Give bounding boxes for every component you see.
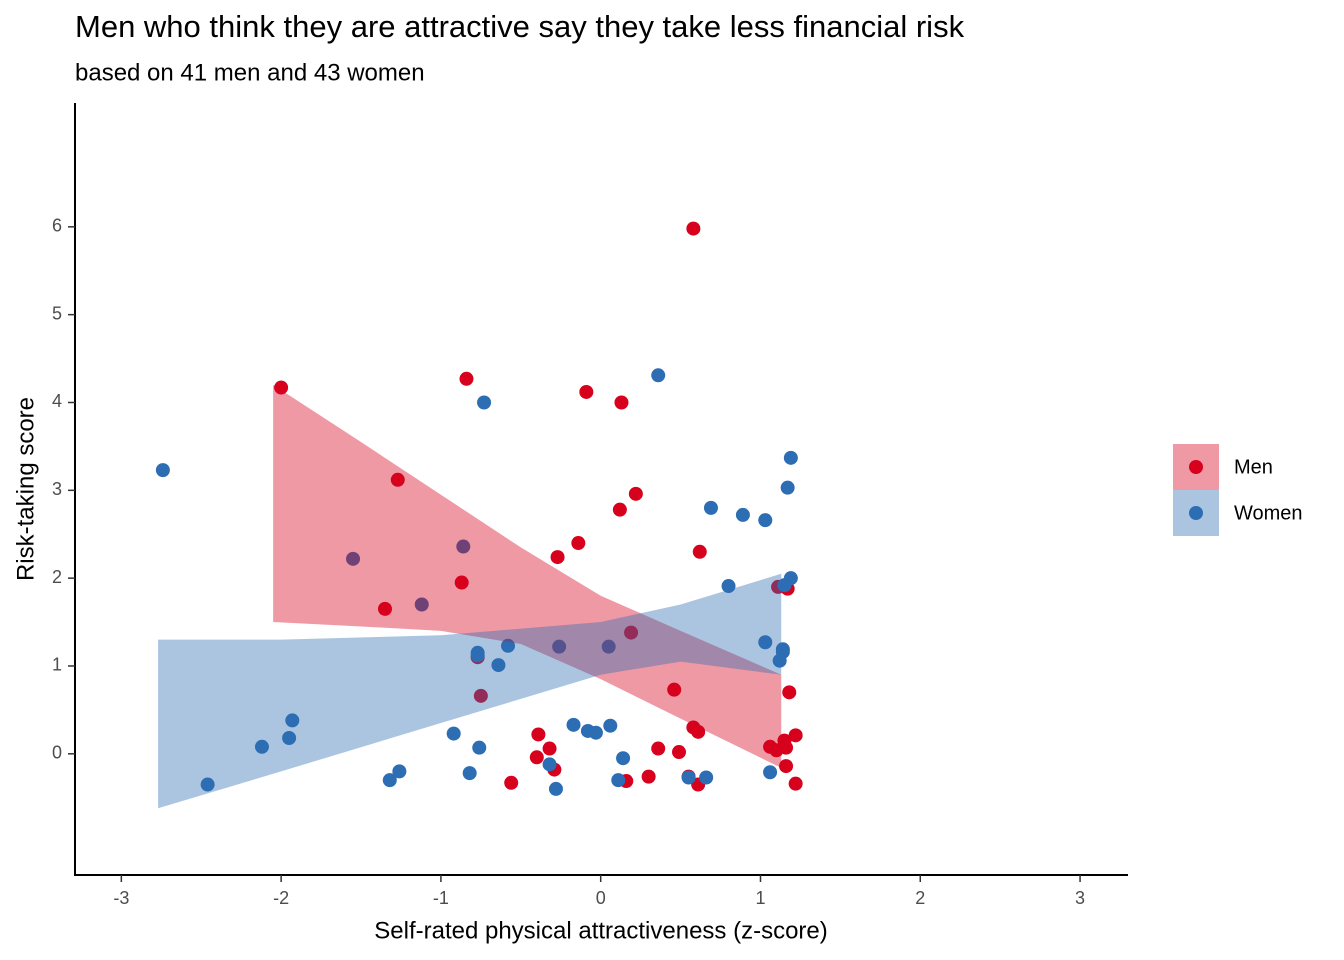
point — [780, 480, 795, 495]
x-tick-label: -1 — [433, 888, 449, 908]
y-tick-label: 5 — [52, 303, 62, 323]
point — [691, 724, 706, 739]
point — [548, 781, 563, 796]
point — [671, 745, 686, 760]
point — [779, 740, 794, 755]
point — [735, 507, 750, 522]
confidence-band — [158, 573, 782, 809]
x-tick-label: 1 — [755, 888, 765, 908]
y-tick-label: 4 — [52, 391, 62, 411]
point — [285, 713, 300, 728]
point — [390, 472, 405, 487]
point — [611, 773, 626, 788]
point — [601, 639, 616, 654]
point — [651, 741, 666, 756]
point — [758, 513, 773, 528]
x-axis-title: Self-rated physical attractiveness (z-sc… — [374, 917, 828, 944]
point — [529, 750, 544, 765]
legend-key-point — [1189, 506, 1203, 520]
point — [566, 717, 581, 732]
point — [531, 727, 546, 742]
point — [542, 757, 557, 772]
point — [667, 682, 682, 697]
point — [472, 740, 487, 755]
point — [501, 638, 516, 653]
point — [614, 395, 629, 410]
y-tick-label: 1 — [52, 655, 62, 675]
point — [200, 777, 215, 792]
point — [274, 380, 289, 395]
legend-key-point — [1189, 460, 1203, 474]
y-tick-label: 2 — [52, 567, 62, 587]
point — [454, 575, 469, 590]
x-tick-label: -3 — [113, 888, 129, 908]
point — [550, 550, 565, 565]
point — [788, 728, 803, 743]
point — [414, 597, 429, 612]
bands-layer — [158, 384, 782, 809]
chart-title: Men who think they are attractive say th… — [75, 9, 965, 44]
point — [462, 766, 477, 781]
x-tick-label: 3 — [1075, 888, 1085, 908]
point — [542, 741, 557, 756]
point — [346, 551, 361, 566]
point — [612, 502, 627, 517]
point — [651, 368, 666, 383]
point — [628, 486, 643, 501]
point — [721, 579, 736, 594]
point — [504, 775, 519, 790]
point — [459, 371, 474, 386]
point — [571, 536, 586, 551]
point — [686, 221, 701, 236]
x-tick-label: -2 — [273, 888, 289, 908]
point — [616, 751, 631, 766]
y-tick-label: 3 — [52, 479, 62, 499]
x-tick-label: 2 — [915, 888, 925, 908]
point — [641, 769, 656, 784]
point — [703, 500, 718, 515]
point — [699, 770, 714, 785]
points-layer — [155, 221, 803, 796]
point — [456, 539, 471, 554]
point — [782, 685, 797, 700]
point — [392, 764, 407, 779]
confidence-band — [273, 384, 782, 768]
point — [382, 773, 397, 788]
point — [473, 688, 488, 703]
point — [763, 765, 778, 780]
point — [588, 725, 603, 740]
point — [681, 770, 696, 785]
point — [491, 658, 506, 673]
chart-subtitle: based on 41 men and 43 women — [75, 59, 425, 86]
y-axis-title: Risk-taking score — [12, 397, 39, 581]
y-tick-label: 6 — [52, 216, 62, 236]
x-tick-label: 0 — [596, 888, 606, 908]
point — [783, 450, 798, 465]
point — [603, 718, 618, 733]
point — [155, 463, 170, 478]
y-tick-label: 0 — [52, 743, 62, 763]
point — [254, 739, 269, 754]
point — [579, 384, 594, 399]
point — [477, 395, 492, 410]
point — [788, 776, 803, 791]
point — [772, 653, 787, 668]
point — [779, 759, 794, 774]
point — [758, 635, 773, 650]
point — [377, 601, 392, 616]
legend-label: Women — [1234, 502, 1303, 524]
legend-label: Men — [1234, 456, 1273, 478]
point — [446, 726, 461, 741]
point — [282, 730, 297, 745]
point — [470, 648, 485, 663]
point — [692, 544, 707, 559]
point — [552, 639, 567, 654]
point — [777, 578, 792, 593]
point — [624, 625, 639, 640]
